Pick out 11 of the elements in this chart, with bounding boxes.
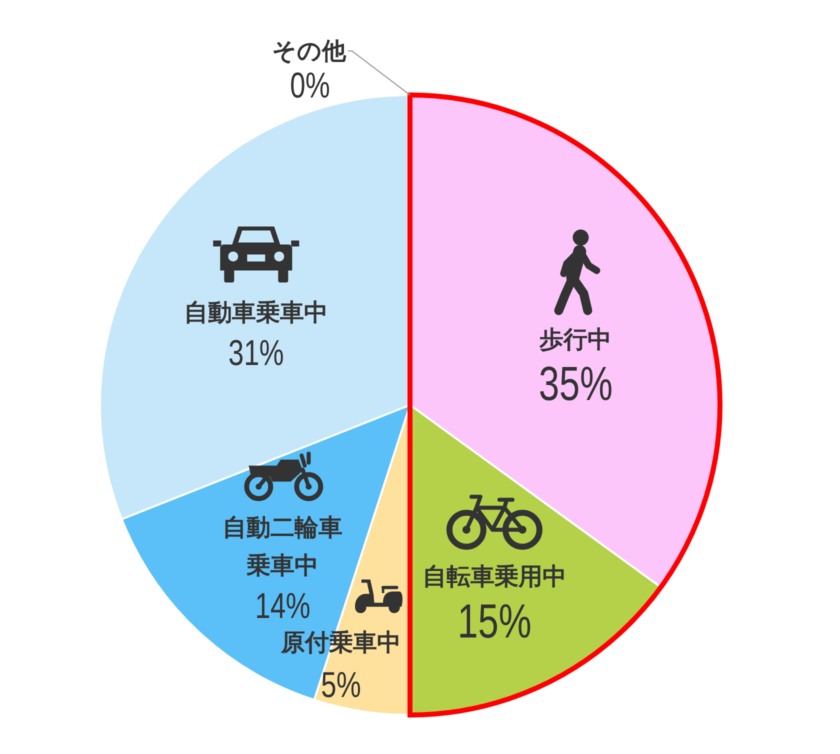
text: 0%: [290, 64, 330, 106]
data-label: 35%: [538, 358, 613, 412]
data-label: 5%: [320, 664, 362, 705]
data-label: 14%: [254, 585, 310, 626]
category-label: その他: [272, 37, 346, 65]
slice-label: 自転車乗用中: [422, 562, 566, 591]
slice-label: 自動車乗車中: [184, 298, 328, 326]
data-label: 15%: [457, 594, 532, 649]
data-label: 31%: [228, 332, 284, 373]
slice-label: 歩行中: [538, 326, 612, 354]
slice-label: 自動二輪車乗車中: [222, 514, 343, 580]
